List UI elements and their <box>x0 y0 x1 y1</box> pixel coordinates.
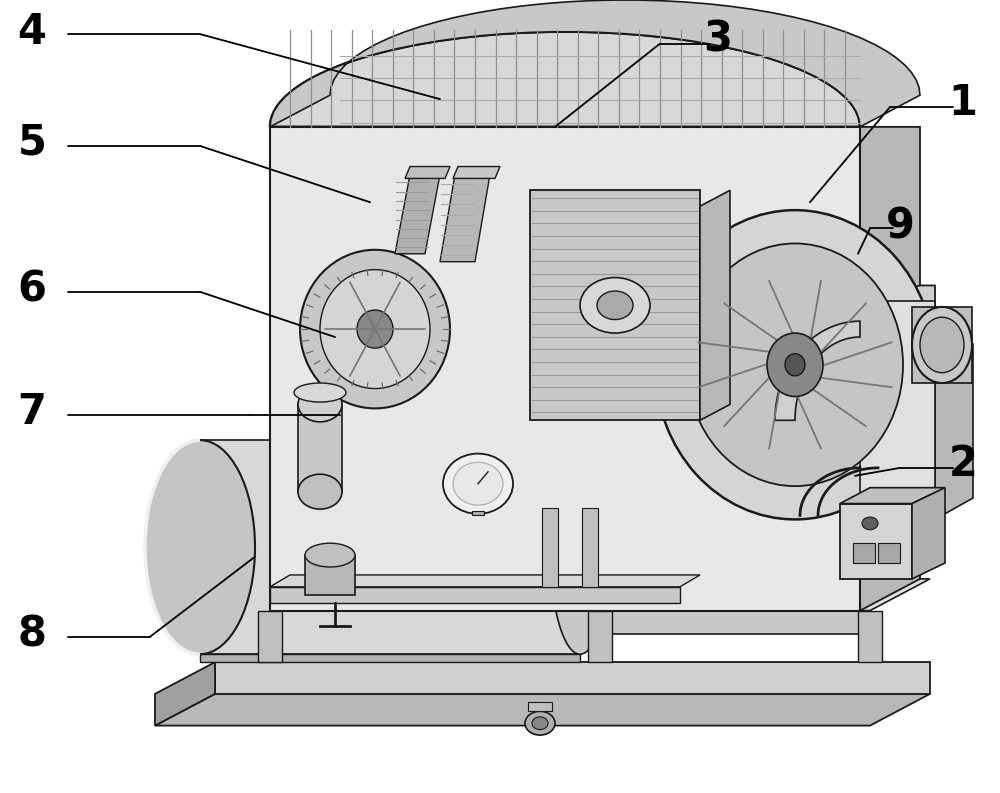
Polygon shape <box>155 662 215 726</box>
Ellipse shape <box>785 354 805 376</box>
Ellipse shape <box>320 270 430 389</box>
Ellipse shape <box>298 387 342 422</box>
Ellipse shape <box>300 250 450 408</box>
Polygon shape <box>305 555 355 595</box>
Ellipse shape <box>357 310 393 348</box>
Polygon shape <box>860 285 935 515</box>
Ellipse shape <box>443 454 513 514</box>
Polygon shape <box>215 579 930 611</box>
Bar <box>840 504 912 579</box>
Polygon shape <box>453 167 500 178</box>
Polygon shape <box>395 174 440 254</box>
Polygon shape <box>155 694 930 726</box>
Text: 7: 7 <box>18 392 46 433</box>
Polygon shape <box>405 167 450 178</box>
Text: 8: 8 <box>18 614 46 655</box>
Text: 2: 2 <box>949 443 977 485</box>
Polygon shape <box>215 662 930 694</box>
Ellipse shape <box>862 517 878 530</box>
Polygon shape <box>270 587 680 603</box>
Polygon shape <box>858 611 882 662</box>
Polygon shape <box>860 127 920 611</box>
Polygon shape <box>775 321 860 420</box>
Polygon shape <box>270 575 700 587</box>
Polygon shape <box>840 488 945 504</box>
Ellipse shape <box>597 291 633 320</box>
Ellipse shape <box>145 440 255 654</box>
Ellipse shape <box>767 333 823 396</box>
Polygon shape <box>270 127 860 611</box>
Polygon shape <box>200 440 580 654</box>
Polygon shape <box>440 174 490 262</box>
Polygon shape <box>912 488 945 579</box>
Polygon shape <box>270 0 920 127</box>
Polygon shape <box>472 511 484 515</box>
Polygon shape <box>935 343 973 519</box>
Ellipse shape <box>305 543 355 567</box>
Ellipse shape <box>453 462 503 505</box>
Ellipse shape <box>920 317 964 373</box>
Polygon shape <box>542 508 558 587</box>
Polygon shape <box>258 611 282 662</box>
Polygon shape <box>528 702 552 711</box>
Ellipse shape <box>525 711 555 735</box>
Polygon shape <box>530 190 700 420</box>
Bar <box>853 543 875 563</box>
Ellipse shape <box>532 717 548 730</box>
Text: 5: 5 <box>18 122 46 163</box>
Polygon shape <box>860 301 935 515</box>
Text: 9: 9 <box>886 205 914 247</box>
Text: 6: 6 <box>18 269 46 310</box>
Text: 1: 1 <box>948 82 978 124</box>
Polygon shape <box>215 611 870 634</box>
Ellipse shape <box>912 307 972 383</box>
Text: 3: 3 <box>704 19 732 60</box>
Polygon shape <box>298 404 342 492</box>
Text: 4: 4 <box>18 11 46 52</box>
Ellipse shape <box>550 440 610 654</box>
Ellipse shape <box>298 474 342 509</box>
Polygon shape <box>700 190 730 420</box>
Ellipse shape <box>580 278 650 333</box>
Ellipse shape <box>655 210 935 519</box>
Ellipse shape <box>294 383 346 402</box>
Polygon shape <box>588 611 612 662</box>
Polygon shape <box>340 111 860 127</box>
Bar <box>878 543 900 563</box>
Polygon shape <box>270 32 860 127</box>
Ellipse shape <box>687 243 903 486</box>
Polygon shape <box>912 307 972 383</box>
Polygon shape <box>200 654 580 662</box>
Polygon shape <box>582 508 598 587</box>
